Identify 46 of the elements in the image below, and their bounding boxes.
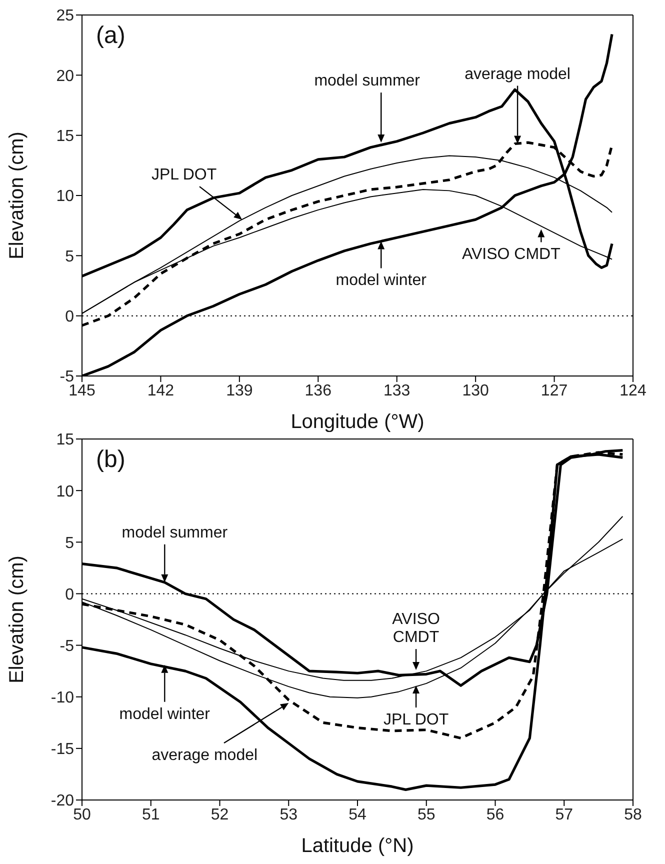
annotation: (a): [96, 22, 126, 50]
annotation: average model: [152, 746, 258, 764]
y-tick-label: -20: [50, 792, 74, 810]
y-tick-label: 10: [56, 483, 74, 500]
x-axis-title: Latitude (°N): [301, 835, 414, 857]
x-tick-label: 53: [280, 806, 298, 824]
annotation: model summer: [122, 524, 228, 541]
annotation: average model: [464, 65, 570, 82]
y-tick-label: 15: [56, 128, 74, 146]
y-tick-label: -15: [50, 741, 74, 758]
x-tick-label: 54: [348, 806, 366, 824]
y-tick-label: 25: [56, 8, 74, 25]
y-tick-label: 15: [56, 432, 74, 449]
annotation: model winter: [336, 272, 428, 289]
x-tick-label: 142: [147, 382, 174, 400]
x-tick-label: 127: [540, 382, 568, 400]
x-tick-label: 133: [384, 382, 410, 400]
x-tick-label: 124: [620, 382, 646, 400]
annotation: AVISO CMDT: [462, 246, 561, 263]
x-tick-label: 50: [73, 806, 91, 824]
x-tick-label: 139: [226, 382, 253, 400]
annotation: (b): [96, 446, 126, 474]
x-tick-label: 52: [210, 806, 229, 824]
y-tick-label: 5: [65, 534, 74, 552]
y-axis-title: Elevation (cm): [6, 556, 28, 684]
y-tick-label: 0: [65, 308, 74, 326]
x-tick-label: 130: [462, 382, 490, 400]
y-tick-label: 20: [56, 68, 74, 85]
x-tick-label: 136: [304, 382, 332, 400]
x-tick-label: 56: [486, 806, 504, 824]
x-tick-label: 58: [624, 806, 642, 824]
y-axis-title: Elevation (cm): [6, 132, 28, 260]
y-tick-label: 0: [65, 586, 74, 604]
x-axis-title: Longitude (°W): [290, 411, 424, 433]
y-tick-label: 10: [56, 188, 74, 206]
y-tick-label: 5: [65, 248, 74, 266]
annotation: model winter: [119, 705, 211, 722]
annotation: AVISO CMDT: [392, 610, 440, 646]
annotation: JPL DOT: [383, 711, 449, 728]
annotation: model summer: [314, 72, 421, 90]
annotation: JPL DOT: [151, 166, 217, 184]
x-tick-label: 51: [142, 806, 160, 824]
y-tick-label: -10: [50, 690, 74, 707]
y-tick-label: -5: [60, 638, 74, 655]
x-tick-label: 55: [417, 806, 436, 824]
x-tick-label: 57: [555, 806, 574, 824]
